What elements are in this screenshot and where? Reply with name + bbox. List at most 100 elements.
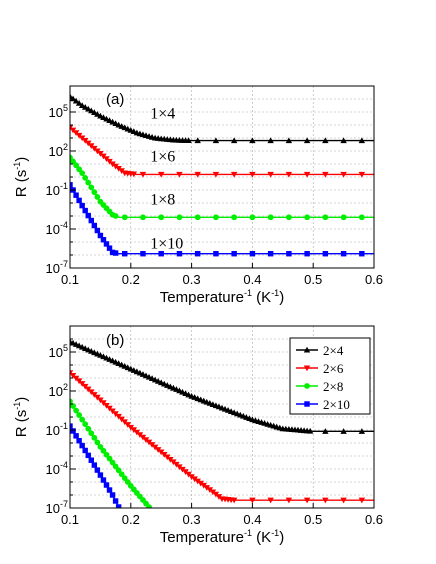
series-3-point — [304, 214, 310, 221]
series-4-point — [112, 498, 119, 504]
series-4-point — [91, 462, 98, 468]
series-4-line — [70, 184, 374, 255]
series-2-point — [133, 429, 141, 436]
x-tick-label: 0.6 — [365, 512, 383, 527]
x-ticks-a: 0.1 0.2 0.3 0.4 0.5 0.6 — [61, 263, 383, 287]
series-1-point — [72, 97, 80, 104]
series-4-point — [322, 250, 329, 257]
series-2-point — [109, 161, 116, 168]
series-4-annotation: 1×10 — [150, 236, 183, 253]
series-4-point — [73, 433, 79, 439]
series-2-point — [173, 461, 180, 468]
series-2-point — [215, 494, 223, 500]
series-2-point — [249, 171, 256, 178]
series-1-annotation: 1×4 — [150, 106, 175, 123]
series-3-point — [121, 475, 128, 481]
series-2-point — [115, 165, 122, 172]
series-3-point — [106, 455, 113, 462]
series-2-point — [161, 452, 168, 458]
series-2-point — [136, 432, 144, 439]
panel-label-a: (a) — [106, 91, 124, 108]
series-4-point — [109, 492, 116, 498]
series-4-point — [70, 423, 73, 429]
series-1-point — [267, 137, 274, 144]
series-2-point — [197, 480, 204, 487]
series-2-point — [285, 171, 293, 178]
series-2-point — [191, 476, 198, 483]
chart-panel-a: 0.1 0.2 0.3 0.4 0.5 0.6 10-7 10-4 10-1 102 105 (a… — [12, 85, 383, 306]
series-4-point — [94, 467, 101, 473]
series-4-point — [106, 245, 113, 251]
series-2-point — [112, 163, 119, 170]
series-2-point — [179, 466, 186, 473]
y-tick-label: 10-7 — [46, 259, 68, 276]
series-4-point — [286, 250, 292, 257]
legend-entry-4: 2×10 — [323, 397, 350, 412]
series-1-point — [212, 137, 220, 144]
panel-label-b: (b) — [106, 332, 124, 349]
series-3-point — [73, 162, 79, 169]
series-4-point — [88, 217, 94, 224]
series-2-point — [212, 491, 220, 498]
series-2-point — [340, 171, 347, 178]
series-4-point — [304, 250, 310, 257]
y-tick-label: 105 — [49, 343, 68, 360]
series-2-point — [209, 489, 217, 496]
series-4-point — [340, 250, 347, 257]
series-2-point — [358, 497, 366, 504]
series-4-point — [267, 250, 274, 257]
series-3-point — [103, 451, 110, 458]
series-4-point — [140, 250, 146, 257]
series-4-point — [85, 212, 91, 219]
series-2-point — [303, 497, 311, 504]
legend-entry-1: 2×4 — [323, 343, 344, 358]
series-2-point — [176, 171, 183, 178]
series-3-point — [213, 214, 219, 221]
y-tick-label: 10-4 — [46, 460, 68, 477]
series-2-point — [148, 442, 156, 448]
series-2-point — [322, 497, 329, 504]
series-4-point — [85, 452, 91, 459]
series-2-point — [230, 171, 238, 178]
series-4-point — [213, 250, 219, 257]
series-4-point — [79, 442, 85, 449]
series-2-point — [142, 437, 150, 443]
y-tick-label: 10-7 — [46, 499, 68, 516]
legend-entry-3: 2×8 — [323, 379, 343, 394]
legend-entry-2: 2×6 — [323, 361, 344, 376]
series-4-point — [94, 227, 101, 234]
legend-swatch-marker — [304, 383, 310, 389]
series-4-point — [112, 250, 119, 256]
x-tick-label: 0.5 — [304, 272, 322, 287]
x-tick-label: 0.4 — [243, 512, 261, 527]
series-3-point — [82, 174, 89, 181]
series-3-point — [70, 158, 76, 165]
series-2-point — [206, 487, 214, 493]
chart-panel-b: 0.1 0.2 0.3 0.4 0.5 0.6 10-7 10-4 10-1 102 105 (b… — [12, 325, 383, 546]
series-4-point — [88, 457, 94, 463]
series-3-point — [231, 214, 238, 221]
x-tick-label: 0.2 — [122, 272, 140, 287]
series-1-point — [322, 428, 329, 434]
series-1-point — [303, 137, 311, 144]
series-2-point — [194, 171, 201, 178]
y-tick-label: 10-1 — [46, 421, 68, 438]
series-3-point — [121, 214, 128, 221]
y-axis-label-a: R (s-1) — [12, 157, 30, 198]
series-1-point — [78, 102, 86, 109]
series-2-point — [182, 469, 189, 476]
legend-swatch-marker — [304, 401, 310, 407]
y-tick-label: 105 — [49, 103, 68, 120]
series-4-point — [79, 202, 85, 209]
series-2-point — [212, 171, 220, 178]
series-4-point — [97, 472, 104, 478]
series-3-point — [88, 184, 95, 191]
series-2-point — [118, 168, 125, 175]
series-1-point — [194, 137, 201, 144]
series-2-point — [358, 171, 366, 178]
series-2-point — [267, 497, 274, 504]
series-4-point — [103, 241, 110, 247]
series-3-point — [100, 447, 107, 454]
series-3-point — [249, 214, 256, 221]
series-2-point — [203, 485, 210, 491]
